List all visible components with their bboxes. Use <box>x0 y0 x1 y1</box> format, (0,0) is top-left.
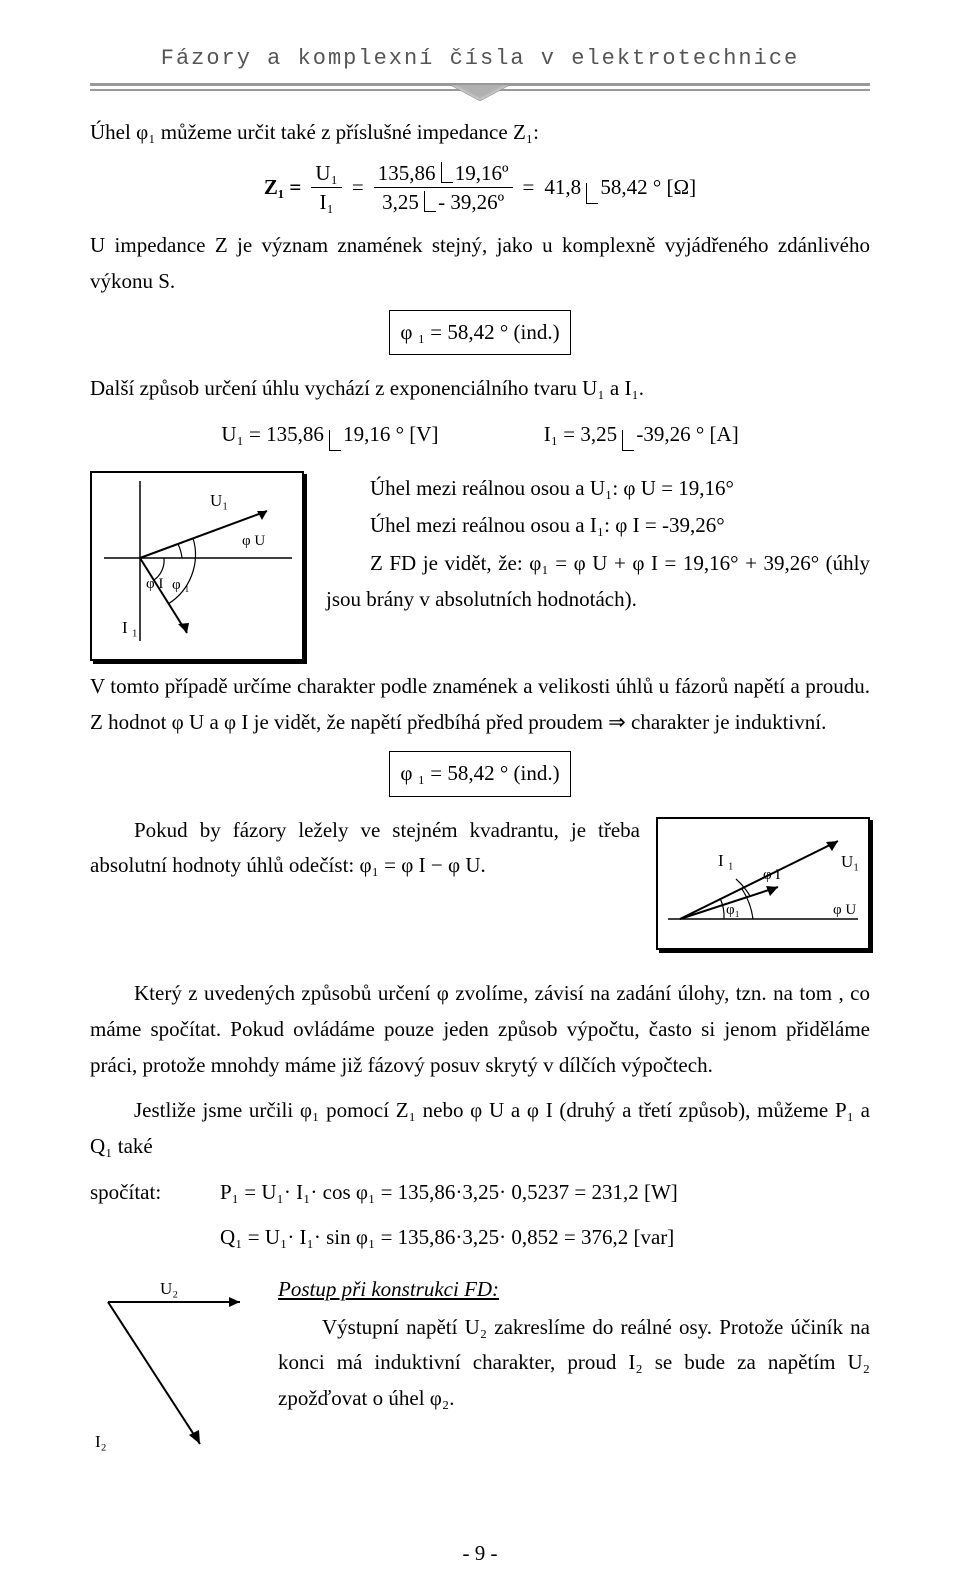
boxed-phi-1b: φ ₁ = 58,42 ° (ind.) <box>389 751 570 797</box>
page-header-title: Fázory a komplexní čísla v elektrotechni… <box>90 40 870 77</box>
page-number: - 9 - <box>90 1536 870 1572</box>
fd1-explanation: Úhel mezi reálnou osou a U₁: φ U = 19,16… <box>326 471 870 620</box>
frac2-num: 135,86 19,16º <box>374 161 513 185</box>
fd1-explanation-cont: V tomto případě určíme charakter podle z… <box>90 669 870 740</box>
fd1-label-i1: I ₁ <box>122 618 138 637</box>
exp-i1: I₁ = 3,25 -39,26 ° [A] <box>544 417 739 453</box>
phasor-diagram-1: U₁ I ₁ φ U φ I φ ₁ <box>90 471 304 662</box>
fd-construction-text: Výstupní napětí U₂ zakreslíme do reálné … <box>278 1310 870 1417</box>
svg-text:φ I: φ I <box>763 867 780 883</box>
chevron-down-icon <box>450 85 510 105</box>
phasor-diagram-2: I ₁ U₁ φ I φ₁ φ U <box>656 817 870 951</box>
exp-u1: U₁ = 135,86 19,16 ° [V] <box>221 417 438 453</box>
fd1-label-phi1: φ ₁ <box>172 577 190 593</box>
header-divider <box>90 79 870 105</box>
svg-text:I ₁: I ₁ <box>718 851 734 870</box>
eq-sign-2: = <box>523 170 535 206</box>
p1-equation-line: spočítat:P₁ = U₁· I₁· cos φ₁ = 135,86·3,… <box>90 1175 870 1211</box>
phasor-diagram-3: U₂ I₂ <box>90 1272 260 1476</box>
z1-result: 41,8 58,42 ° [Ω] <box>544 170 696 206</box>
svg-text:φ₁: φ₁ <box>726 902 740 918</box>
frac1-num: U₁ <box>311 161 342 185</box>
svg-text:φ U: φ U <box>833 902 856 918</box>
third-method-intro: Jestliže jsme určili φ₁ pomocí Z₁ nebo φ… <box>90 1093 870 1164</box>
z1-lhs: Z₁ = <box>264 170 302 206</box>
q1-equation-line: Q₁ = U₁· I₁· sin φ₁ = 135,86·3,25· 0,852… <box>220 1220 870 1256</box>
svg-text:I₂: I₂ <box>95 1432 107 1451</box>
exponential-intro: Další způsob určení úhlu vychází z expon… <box>90 371 870 407</box>
fd-construction-heading: Postup při konstrukci FD: <box>278 1277 499 1301</box>
method-choice-paragraph: Který z uvedených způsobů určení φ zvolí… <box>90 976 870 1083</box>
boxed-phi-1a: φ ₁ = 58,42 ° (ind.) <box>389 310 570 356</box>
exponential-values-row: U₁ = 135,86 19,16 ° [V] I₁ = 3,25 -39,26… <box>90 417 870 453</box>
intro-line: Úhel φ₁ můžeme určit také z příslušné im… <box>90 115 870 151</box>
svg-text:U₁: U₁ <box>841 852 859 871</box>
fd1-label-phiu: φ U <box>242 533 265 549</box>
fd1-label-u1: U₁ <box>210 491 228 510</box>
svg-text:U₂: U₂ <box>160 1279 178 1298</box>
z1-equation: Z₁ = U₁ I₁ = 135,86 19,16º 3,25 - 39,26º… <box>90 161 870 214</box>
eq-sign-1: = <box>352 170 364 206</box>
frac1-den: I₁ <box>315 190 337 214</box>
frac2-den: 3,25 - 39,26º <box>378 190 508 214</box>
impedance-sign-note: U impedance Z je význam znamének stejný,… <box>90 228 870 299</box>
fd1-label-phii: φ I <box>146 576 163 592</box>
